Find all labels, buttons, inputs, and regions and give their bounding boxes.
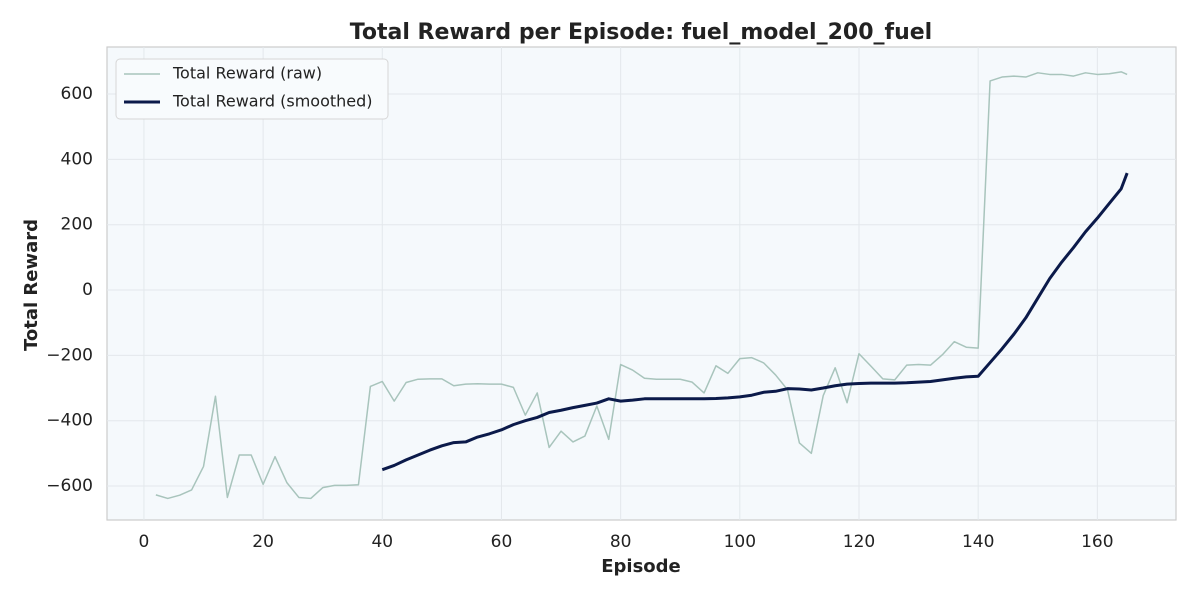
legend-label: Total Reward (smoothed) [172,92,373,111]
y-axis-label: Total Reward [21,219,42,351]
series-line [381,172,1129,472]
y-tick-label: −400 [46,411,93,431]
y-tick-label: 200 [61,215,93,235]
x-tick-label: 100 [724,532,756,552]
y-tick-label: −600 [46,476,93,496]
legend-label: Total Reward (raw) [172,64,322,83]
x-tick-label: 120 [843,532,875,552]
x-tick-label: 20 [252,532,274,552]
legend-box [115,58,389,120]
y-tick-label: 400 [61,149,93,169]
x-tick-label: 80 [610,532,632,552]
x-tick-label: 60 [491,532,513,552]
x-tick-label: 160 [1081,532,1113,552]
chart-title: Total Reward per Episode: fuel_model_200… [350,20,932,45]
plot-area [106,46,1177,521]
y-tick-label: −200 [46,345,93,365]
x-tick-label: 0 [139,532,150,552]
series-line [155,71,1128,500]
y-tick-label: 0 [82,280,93,300]
y-tick-label: 600 [61,84,93,104]
x-tick-label: 140 [962,532,994,552]
x-tick-label: 40 [371,532,393,552]
x-axis-label: Episode [601,556,681,577]
